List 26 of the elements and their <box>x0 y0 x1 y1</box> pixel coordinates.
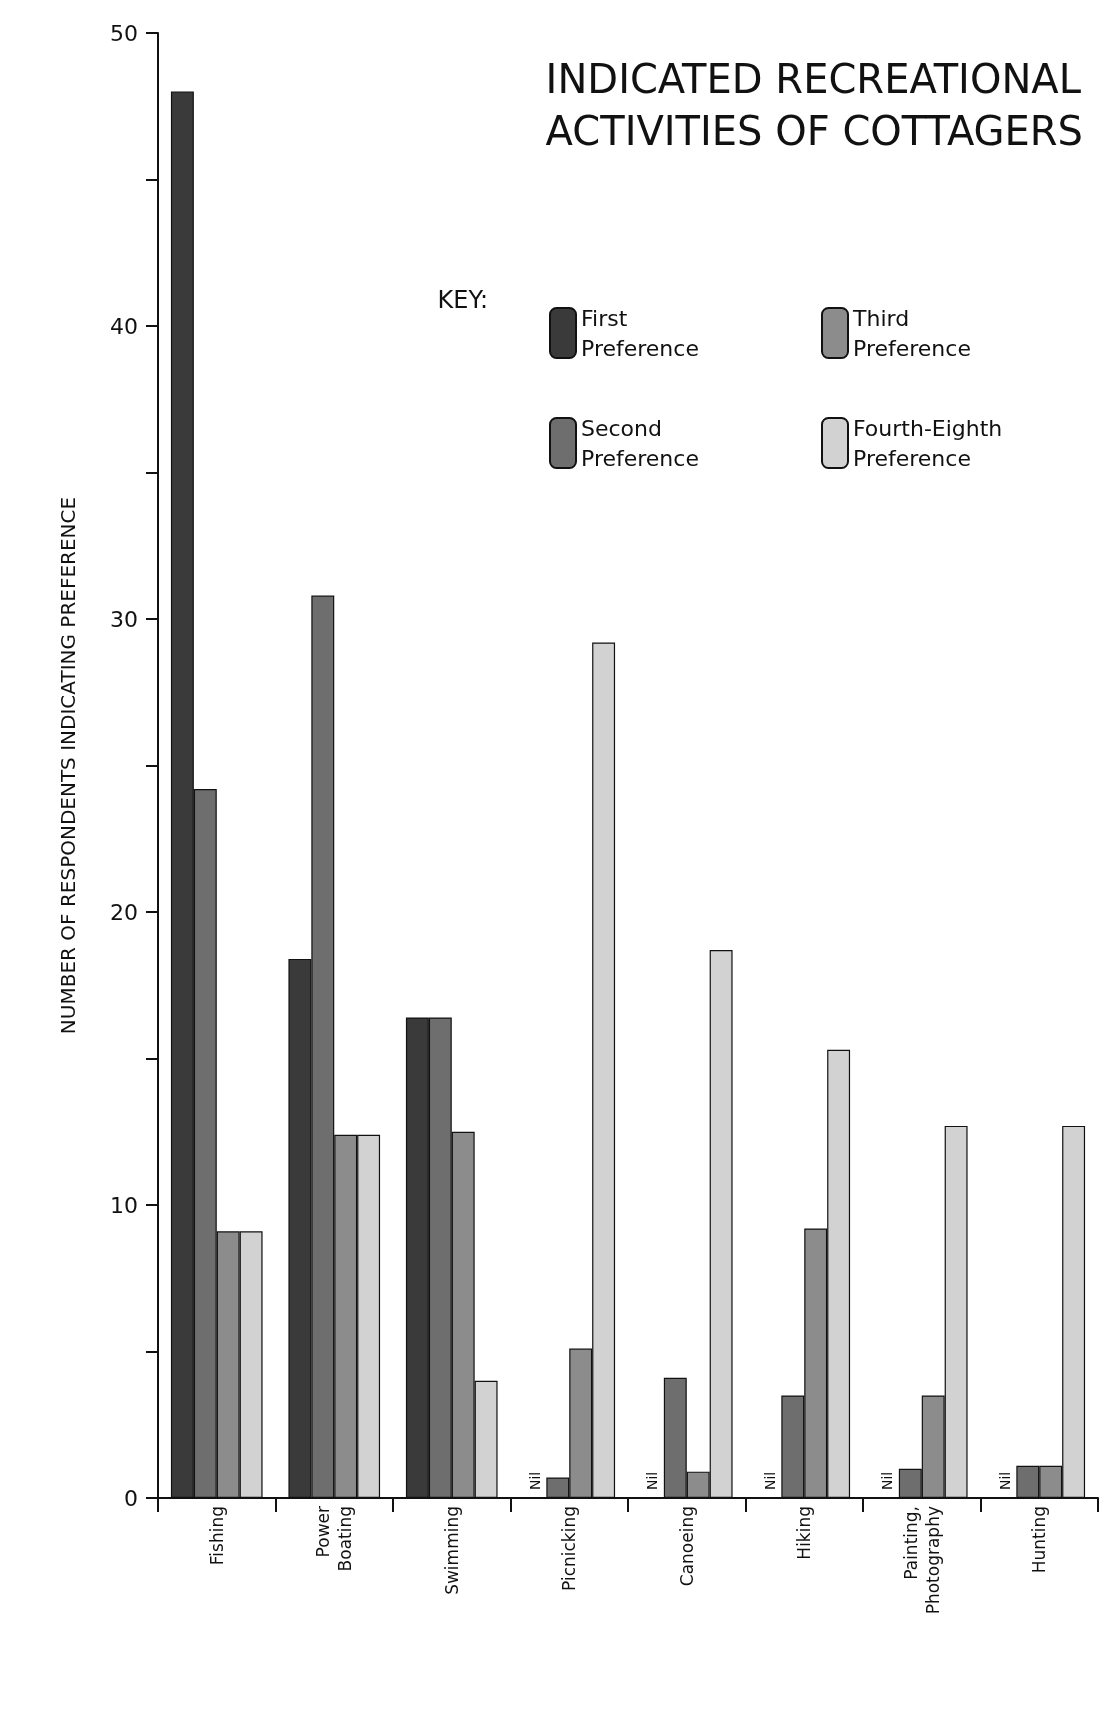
y-tick-label: 20 <box>110 899 138 925</box>
text: INDICATED RECREATIONAL ACTIVITIES OF COTTAGERS <box>545 56 1084 154</box>
annotation: Nil <box>526 1471 543 1490</box>
legend-label: First Preference <box>581 305 699 361</box>
y-tick-label: 0 <box>124 1485 138 1511</box>
x-tick-label: Canoeing <box>676 1506 697 1587</box>
x-tick-label: Fishing <box>206 1506 227 1566</box>
legend-label: Fourth-Eighth Preference <box>853 415 1003 471</box>
x-tick-label: Power Boating <box>313 1506 356 1572</box>
legend-title: KEY: <box>437 286 489 314</box>
annotation: Nil <box>761 1471 778 1490</box>
legend-label: Third Preference <box>852 305 971 361</box>
legend-label: Second Preference <box>581 415 699 471</box>
x-tick-label: Hiking <box>794 1506 815 1560</box>
x-tick-label: Hunting <box>1029 1506 1050 1574</box>
annotation: Nil <box>644 1471 661 1490</box>
x-tick-label: Swimming <box>441 1506 462 1595</box>
y-axis-title: NUMBER OF RESPONDENTS INDICATING PREFERENCE <box>56 496 80 1035</box>
y-tick-label: 50 <box>110 20 138 46</box>
y-tick-label: 10 <box>110 1192 138 1218</box>
annotation: Nil <box>879 1471 896 1490</box>
y-tick-label: 30 <box>110 606 138 632</box>
y-tick-label: 40 <box>110 313 138 339</box>
x-tick-label: Painting, Photography <box>900 1506 943 1615</box>
annotation: Nil <box>996 1471 1013 1490</box>
x-tick-label: Picnicking <box>559 1506 580 1591</box>
